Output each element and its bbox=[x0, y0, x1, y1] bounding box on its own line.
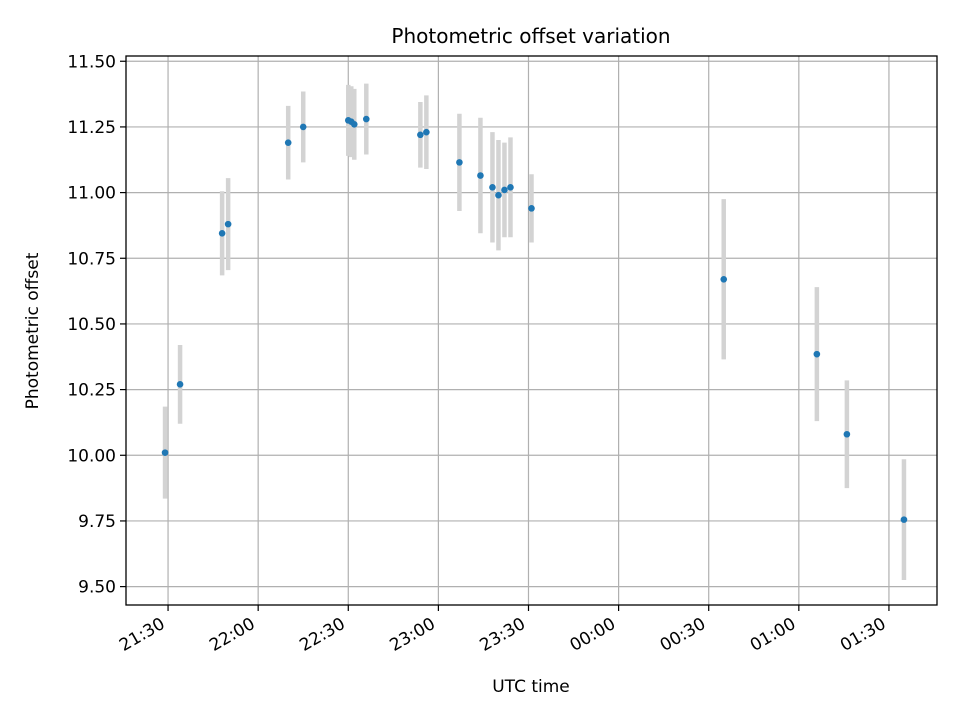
data-point bbox=[299, 123, 307, 131]
data-point bbox=[843, 430, 851, 438]
x-tick-label: 00:30 bbox=[657, 614, 709, 656]
data-point bbox=[528, 205, 535, 212]
data-point bbox=[161, 449, 169, 456]
x-tick-label: 23:30 bbox=[477, 614, 529, 656]
error-bars bbox=[162, 83, 907, 581]
data-point bbox=[900, 516, 908, 523]
data-point bbox=[224, 220, 232, 228]
x-tick-label: 00:00 bbox=[567, 614, 619, 656]
data-point bbox=[417, 131, 424, 139]
y-axis-title: Photometric offset bbox=[23, 252, 43, 409]
x-tick-label: 23:00 bbox=[386, 614, 438, 656]
y-tick-label: 10.50 bbox=[67, 315, 116, 335]
y-tick-label: 9.50 bbox=[78, 578, 116, 598]
y-tick-label: 9.75 bbox=[78, 512, 116, 532]
data-point bbox=[489, 184, 496, 191]
data-point bbox=[362, 115, 370, 123]
data-point bbox=[456, 159, 463, 166]
data-point bbox=[423, 128, 430, 136]
x-tick-label: 22:30 bbox=[296, 614, 348, 656]
data-point bbox=[501, 186, 508, 194]
data-point bbox=[284, 139, 292, 146]
x-tick-label: 01:00 bbox=[747, 614, 799, 656]
data-point bbox=[176, 381, 184, 388]
data-point bbox=[350, 120, 358, 128]
plot-frame bbox=[125, 55, 938, 606]
y-tick-label: 10.25 bbox=[67, 381, 116, 401]
data-point bbox=[218, 230, 226, 237]
y-tick-label: 10.00 bbox=[67, 446, 116, 466]
data-point bbox=[507, 184, 514, 191]
data-point bbox=[495, 191, 502, 199]
x-tick-label: 01:30 bbox=[837, 614, 889, 656]
chart-title: Photometric offset variation bbox=[391, 24, 670, 48]
data-points bbox=[161, 115, 908, 523]
data-point bbox=[477, 172, 484, 179]
x-tick-label: 22:00 bbox=[206, 614, 258, 656]
x-axis-ticks: 21:30 22:00 22:30 23:00 23:30 00:00 00:30 01:00… bbox=[116, 605, 890, 656]
y-tick-label: 11.50 bbox=[67, 52, 116, 72]
y-tick-label: 10.75 bbox=[67, 249, 116, 269]
data-point bbox=[720, 275, 728, 283]
y-tick-label: 11.00 bbox=[67, 184, 116, 204]
y-tick-label: 11.25 bbox=[67, 118, 116, 138]
data-point bbox=[813, 350, 821, 358]
x-tick-label: 21:30 bbox=[116, 614, 168, 656]
y-axis-ticks: 9.50 9.75 10.00 10.25 10.50 10.75 11.00 11.25 11… bbox=[67, 52, 126, 598]
x-axis-title: UTC time bbox=[492, 677, 570, 697]
